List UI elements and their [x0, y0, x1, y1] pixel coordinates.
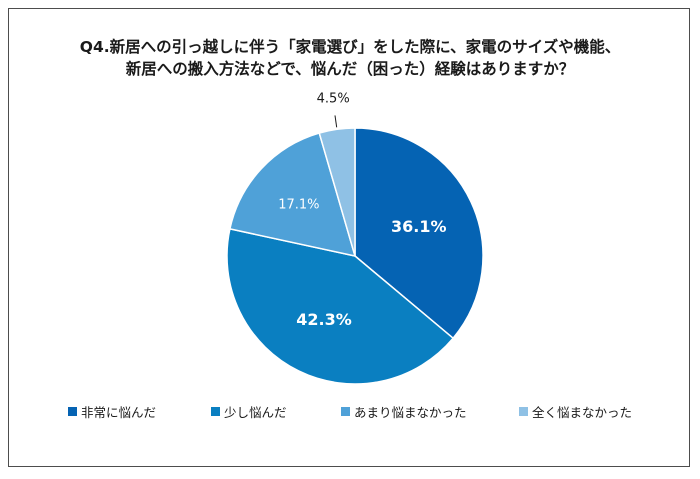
- legend-label: 少し悩んだ: [224, 405, 287, 420]
- pie-slice-hijou: [354, 127, 484, 340]
- legend-label: 非常に悩んだ: [81, 405, 157, 420]
- legend-item-amari-nayamanakatta: あまり悩まなかった: [341, 402, 467, 421]
- legend-swatch: [341, 407, 350, 416]
- data-label-amari: 17.1%: [278, 198, 319, 213]
- legend-swatch: [519, 407, 528, 416]
- data-label-hijou: 36.1%: [391, 217, 447, 236]
- legend-item-sukoshi-nayanda: 少し悩んだ: [211, 402, 287, 421]
- data-label-mattaku: 4.5%: [317, 92, 350, 107]
- chart-title-line-1: Q4.新居への引っ越しに伴う「家電選び」をした際に、家電のサイズや機能、: [79, 38, 621, 56]
- data-label-sukoshi: 42.3%: [296, 310, 352, 329]
- legend-swatch: [68, 407, 77, 416]
- chart-legend: 非常に悩んだ 少し悩んだ あまり悩まなかった 全く悩まなかった: [0, 402, 700, 422]
- pie-slice-amari: [229, 132, 357, 257]
- legend-label: あまり悩まなかった: [354, 405, 467, 420]
- chart-title: Q4.新居への引っ越しに伴う「家電選び」をした際に、家電のサイズや機能、 新居へ…: [0, 36, 700, 80]
- legend-swatch: [211, 407, 220, 416]
- legend-label: 全く悩まなかった: [532, 405, 633, 420]
- pie-slice-mattaku: [318, 127, 356, 257]
- legend-item-mattaku-nayamanakatta: 全く悩まなかった: [519, 402, 632, 421]
- legend-item-hijou-ni-nayanda: 非常に悩んだ: [68, 402, 156, 421]
- chart-title-line-2: 新居への搬入方法などで、悩んだ（困った）経験はありますか？: [125, 60, 575, 78]
- pie-slice-sukoshi: [226, 227, 455, 385]
- leader-line-mattaku: [334, 115, 338, 128]
